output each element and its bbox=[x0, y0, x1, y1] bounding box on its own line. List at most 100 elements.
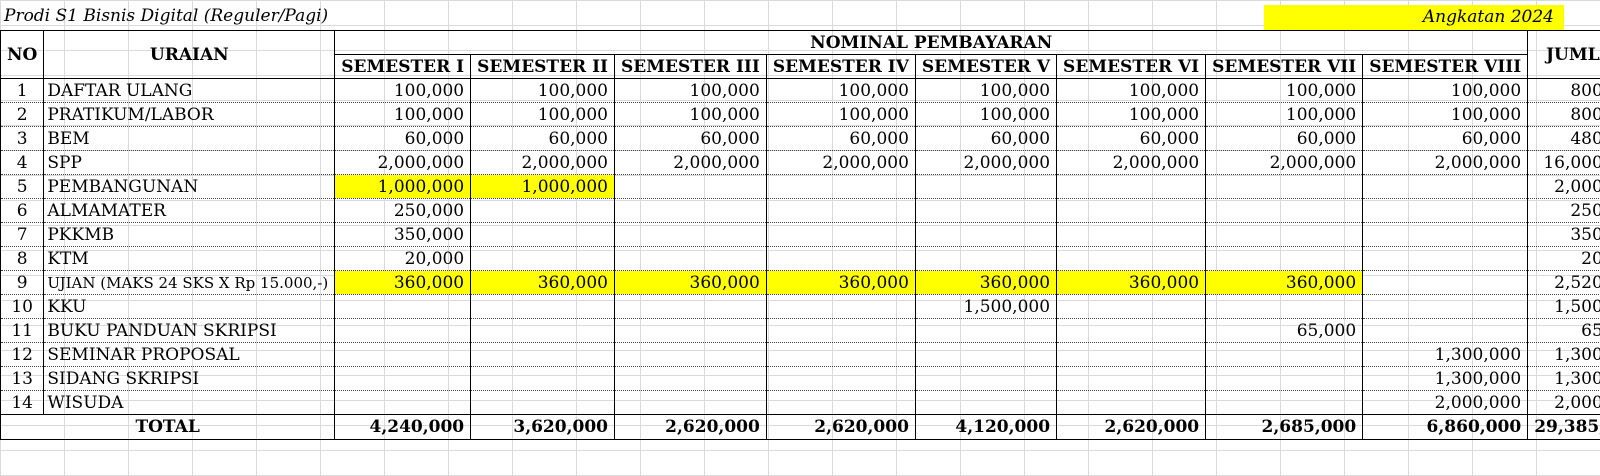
header-semester[interactable]: SEMESTER VI bbox=[1056, 54, 1207, 79]
semester-amount-cell[interactable] bbox=[1056, 342, 1207, 367]
semester-amount-cell[interactable] bbox=[1056, 246, 1207, 271]
description-cell[interactable]: DAFTAR ULANG bbox=[43, 78, 336, 103]
semester-amount-cell[interactable]: 100,000 bbox=[914, 78, 1058, 103]
jumlah-cell[interactable]: 800,000 bbox=[1527, 102, 1600, 127]
semester-amount-cell[interactable]: 100,000 bbox=[334, 78, 472, 103]
semester-amount-cell[interactable]: 2,000,000 bbox=[1362, 390, 1529, 415]
semester-amount-cell[interactable] bbox=[914, 366, 1058, 391]
semester-amount-cell[interactable] bbox=[1056, 366, 1207, 391]
semester-amount-cell[interactable] bbox=[765, 174, 916, 199]
semester-amount-cell[interactable] bbox=[765, 294, 916, 319]
semester-amount-cell[interactable] bbox=[914, 198, 1058, 223]
semester-amount-cell[interactable]: 60,000 bbox=[470, 126, 615, 151]
semester-amount-cell[interactable] bbox=[1362, 222, 1529, 247]
semester-amount-cell[interactable]: 60,000 bbox=[765, 126, 916, 151]
jumlah-cell[interactable]: 800,000 bbox=[1527, 78, 1600, 103]
row-number-cell[interactable]: 3 bbox=[0, 126, 45, 151]
semester-amount-cell[interactable] bbox=[614, 174, 767, 199]
semester-amount-cell[interactable]: 360,000 bbox=[1205, 270, 1364, 295]
row-number-cell[interactable]: 2 bbox=[0, 102, 45, 127]
row-number-cell[interactable]: 11 bbox=[0, 318, 45, 343]
semester-amount-cell[interactable]: 100,000 bbox=[470, 102, 615, 127]
semester-amount-cell[interactable] bbox=[1205, 342, 1364, 367]
description-cell[interactable]: BEM bbox=[43, 126, 336, 151]
semester-amount-cell[interactable]: 100,000 bbox=[765, 102, 916, 127]
grand-total-cell[interactable]: 29,385,000 bbox=[1527, 414, 1600, 440]
header-uraian[interactable]: URAIAN bbox=[43, 30, 336, 79]
row-number-cell[interactable]: 8 bbox=[0, 246, 45, 271]
semester-amount-cell[interactable]: 360,000 bbox=[470, 270, 615, 295]
row-number-cell[interactable]: 14 bbox=[0, 390, 45, 415]
semester-amount-cell[interactable] bbox=[470, 366, 615, 391]
program-title[interactable]: Prodi S1 Bisnis Digital (Reguler/Pagi) bbox=[4, 6, 329, 26]
header-no[interactable]: NO bbox=[0, 30, 45, 79]
semester-amount-cell[interactable] bbox=[1056, 390, 1207, 415]
semester-amount-cell[interactable] bbox=[614, 198, 767, 223]
semester-amount-cell[interactable]: 2,000,000 bbox=[614, 150, 767, 175]
semester-amount-cell[interactable]: 2,000,000 bbox=[470, 150, 615, 175]
semester-amount-cell[interactable] bbox=[334, 294, 472, 319]
semester-amount-cell[interactable] bbox=[914, 318, 1058, 343]
description-cell[interactable]: WISUDA bbox=[43, 390, 336, 415]
semester-amount-cell[interactable]: 100,000 bbox=[1056, 102, 1207, 127]
semester-amount-cell[interactable]: 60,000 bbox=[1362, 126, 1529, 151]
row-number-cell[interactable]: 4 bbox=[0, 150, 45, 175]
jumlah-cell[interactable]: 2,000,000 bbox=[1527, 174, 1600, 199]
semester-amount-cell[interactable] bbox=[914, 246, 1058, 271]
total-cell[interactable]: 2,620,000 bbox=[1056, 414, 1207, 440]
semester-amount-cell[interactable] bbox=[470, 294, 615, 319]
row-number-cell[interactable]: 9 bbox=[0, 270, 45, 295]
semester-amount-cell[interactable] bbox=[614, 222, 767, 247]
description-cell[interactable]: ALMAMATER bbox=[43, 198, 336, 223]
jumlah-cell[interactable]: 250,000 bbox=[1527, 198, 1600, 223]
semester-amount-cell[interactable] bbox=[1056, 318, 1207, 343]
semester-amount-cell[interactable] bbox=[765, 198, 916, 223]
semester-amount-cell[interactable] bbox=[614, 294, 767, 319]
total-cell[interactable]: 3,620,000 bbox=[470, 414, 615, 440]
semester-amount-cell[interactable] bbox=[765, 342, 916, 367]
semester-amount-cell[interactable]: 360,000 bbox=[914, 270, 1058, 295]
description-cell[interactable]: KKU bbox=[43, 294, 336, 319]
header-semester[interactable]: SEMESTER IV bbox=[765, 54, 916, 79]
description-cell[interactable]: UJIAN (MAKS 24 SKS X Rp 15.000,-) bbox=[43, 270, 336, 295]
semester-amount-cell[interactable]: 360,000 bbox=[765, 270, 916, 295]
semester-amount-cell[interactable] bbox=[614, 390, 767, 415]
cohort-label[interactable]: Angkatan 2024 bbox=[1264, 5, 1564, 30]
semester-amount-cell[interactable] bbox=[1205, 246, 1364, 271]
description-cell[interactable]: PRATIKUM/LABOR bbox=[43, 102, 336, 127]
semester-amount-cell[interactable]: 100,000 bbox=[1362, 102, 1529, 127]
total-cell[interactable]: 6,860,000 bbox=[1362, 414, 1529, 440]
semester-amount-cell[interactable] bbox=[765, 246, 916, 271]
header-semester[interactable]: SEMESTER II bbox=[470, 54, 615, 79]
header-jumlah[interactable]: JUMLAH bbox=[1527, 30, 1600, 79]
semester-amount-cell[interactable] bbox=[1362, 174, 1529, 199]
semester-amount-cell[interactable]: 100,000 bbox=[765, 78, 916, 103]
header-semester[interactable]: SEMESTER III bbox=[614, 54, 767, 79]
header-nominal-pembayaran[interactable]: NOMINAL PEMBAYARAN bbox=[334, 30, 1529, 55]
semester-amount-cell[interactable]: 2,000,000 bbox=[1205, 150, 1364, 175]
semester-amount-cell[interactable]: 60,000 bbox=[914, 126, 1058, 151]
semester-amount-cell[interactable] bbox=[1362, 318, 1529, 343]
description-cell[interactable]: SPP bbox=[43, 150, 336, 175]
description-cell[interactable]: PEMBANGUNAN bbox=[43, 174, 336, 199]
semester-amount-cell[interactable]: 2,000,000 bbox=[1056, 150, 1207, 175]
semester-amount-cell[interactable] bbox=[470, 222, 615, 247]
jumlah-cell[interactable]: 1,300,000 bbox=[1527, 342, 1600, 367]
jumlah-cell[interactable]: 1,300,000 bbox=[1527, 366, 1600, 391]
jumlah-cell[interactable]: 16,000,000 bbox=[1527, 150, 1600, 175]
semester-amount-cell[interactable]: 2,000,000 bbox=[765, 150, 916, 175]
semester-amount-cell[interactable] bbox=[470, 246, 615, 271]
semester-amount-cell[interactable] bbox=[614, 246, 767, 271]
semester-amount-cell[interactable] bbox=[765, 222, 916, 247]
semester-amount-cell[interactable]: 1,500,000 bbox=[914, 294, 1058, 319]
semester-amount-cell[interactable]: 65,000 bbox=[1205, 318, 1364, 343]
semester-amount-cell[interactable] bbox=[334, 390, 472, 415]
semester-amount-cell[interactable] bbox=[470, 198, 615, 223]
semester-amount-cell[interactable]: 2,000,000 bbox=[334, 150, 472, 175]
semester-amount-cell[interactable] bbox=[1205, 366, 1364, 391]
semester-amount-cell[interactable]: 100,000 bbox=[334, 102, 472, 127]
semester-amount-cell[interactable] bbox=[1362, 294, 1529, 319]
semester-amount-cell[interactable] bbox=[765, 390, 916, 415]
row-number-cell[interactable]: 6 bbox=[0, 198, 45, 223]
row-number-cell[interactable]: 1 bbox=[0, 78, 45, 103]
